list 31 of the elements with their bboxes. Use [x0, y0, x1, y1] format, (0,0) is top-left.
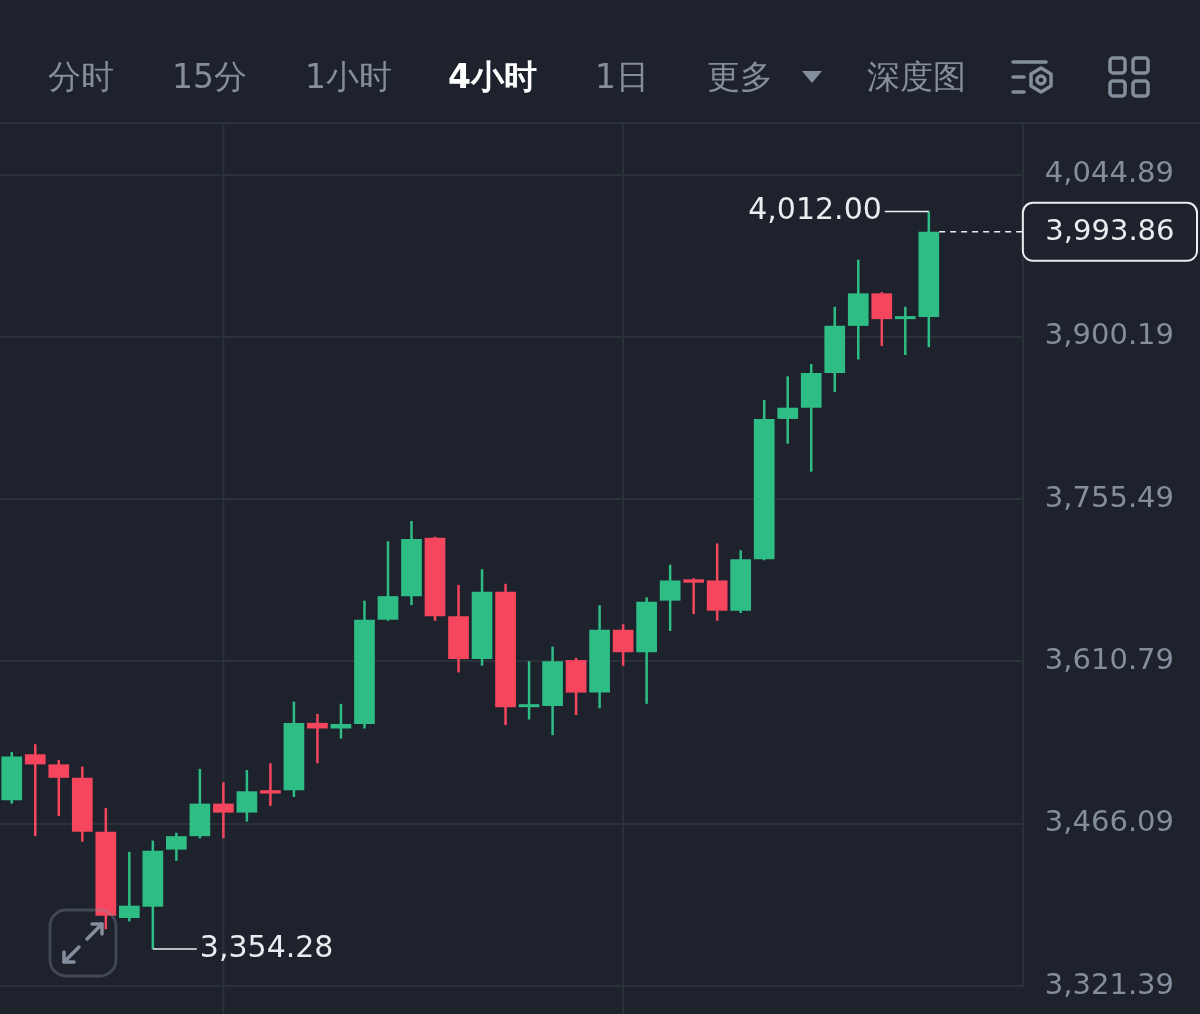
candlestick	[48, 758, 70, 818]
candlestick	[236, 768, 258, 823]
annotation: 3,354.28	[199, 928, 334, 964]
y-tick-label: 3,321.39	[1044, 966, 1174, 1001]
text: 15分	[172, 57, 247, 97]
y-tick-label: 3,610.79	[1044, 641, 1174, 676]
candlestick	[659, 563, 681, 633]
candlestick	[777, 375, 799, 445]
y-tick-label: 4,044.89	[1044, 155, 1174, 190]
y-tick-label: 3,755.49	[1044, 479, 1174, 514]
text: 分时	[48, 57, 114, 97]
candlestick	[213, 781, 234, 840]
candlestick	[683, 576, 705, 616]
y-tick-label: 3,466.09	[1044, 804, 1174, 839]
candlestick	[307, 712, 328, 765]
candlestick	[894, 305, 916, 357]
candlestick	[166, 831, 187, 863]
candlestick	[377, 539, 399, 623]
candlestick	[518, 659, 540, 721]
text: 1日	[594, 57, 649, 97]
text: 更多	[706, 57, 773, 97]
candlestick	[612, 622, 634, 667]
text: 4小时	[448, 57, 537, 97]
annotation: 4,012.00	[748, 191, 882, 227]
candlestick	[260, 762, 281, 808]
text: 深度图	[866, 57, 966, 97]
candlestick	[24, 742, 46, 838]
ref-line-label: 3,993.86	[1045, 213, 1175, 248]
text: 1小时	[305, 57, 392, 97]
y-tick-label: 3,900.19	[1044, 317, 1174, 352]
candlestick	[118, 850, 140, 923]
